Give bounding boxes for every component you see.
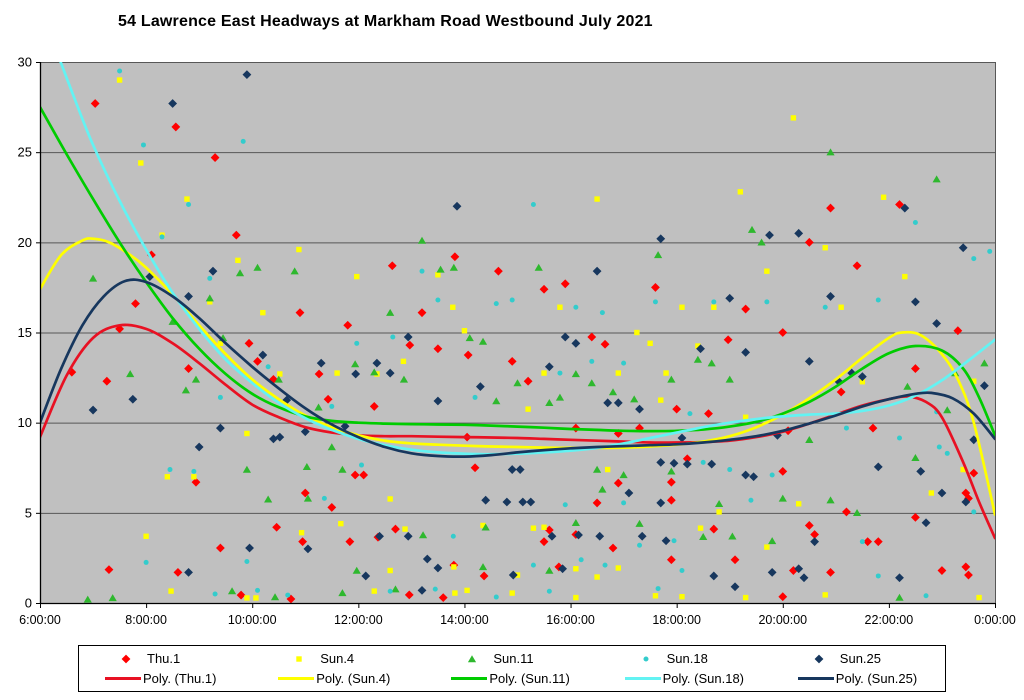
legend-label: Sun.11 <box>493 651 534 666</box>
y-axis-tick-label: 10 <box>18 415 32 430</box>
y-axis-tick-label: 20 <box>18 235 32 250</box>
legend-item-Poly. (Sun.18): Poly. (Sun.18) <box>599 671 772 686</box>
legend-item-Poly. (Thu.1): Poly. (Thu.1) <box>79 671 252 686</box>
legend-label: Poly. (Thu.1) <box>143 671 217 686</box>
trendlines <box>40 62 995 540</box>
series-Sun.11 <box>83 148 989 603</box>
y-axis-tick-label: 15 <box>18 325 32 340</box>
x-axis-tick-label: 6:00:00 <box>19 613 61 627</box>
legend-item-Poly. (Sun.4): Poly. (Sun.4) <box>252 671 425 686</box>
gridlines: 0 5 10 15 20 25 30 <box>18 55 995 611</box>
x-axis: 6:00:00 8:00:00 10:00:00 12:00:00 14:00:00 16… <box>19 603 1016 627</box>
legend-line-swatch <box>278 677 315 680</box>
x-axis-tick-label: 20:00:00 <box>758 613 807 627</box>
legend: Thu.1 Sun.4 Sun.11 Sun.18 Sun.25 Poly. (Thu.… <box>78 645 946 692</box>
legend-label: Sun.18 <box>666 651 708 666</box>
legend-line-swatch <box>797 677 834 680</box>
legend-item-Sun.11: Sun.11 <box>425 651 598 666</box>
legend-row-markers: Thu.1 Sun.4 Sun.11 Sun.18 Sun.25 <box>79 651 945 666</box>
x-axis-tick-label: 10:00:00 <box>228 613 277 627</box>
x-axis-tick-label: 14:00:00 <box>440 613 489 627</box>
legend-label: Poly. (Sun.4) <box>316 671 391 686</box>
x-axis-tick-label: 0:00:00 <box>974 613 1016 627</box>
x-axis-tick-label: 16:00:00 <box>546 613 595 627</box>
y-axis-tick-label: 30 <box>18 55 32 70</box>
legend-marker-diamond-icon <box>121 654 131 663</box>
legend-item-Sun.25: Sun.25 <box>772 651 945 666</box>
legend-line-swatch <box>105 677 141 680</box>
legend-label: Sun.25 <box>839 651 881 666</box>
x-axis-tick-label: 18:00:00 <box>652 613 701 627</box>
legend-label: Sun.4 <box>320 651 355 666</box>
trendline-Poly. (Sun.25) <box>40 278 995 458</box>
chart-title: 54 Lawrence East Headways at Markham Roa… <box>118 13 653 30</box>
series-Sun.4 <box>116 77 982 601</box>
x-axis-tick-label: 8:00:00 <box>125 613 167 627</box>
y-axis-tick-label: 25 <box>18 145 32 160</box>
legend-marker-diamond-icon <box>814 654 824 663</box>
legend-item-Thu.1: Thu.1 <box>79 651 252 666</box>
legend-item-Sun.18: Sun.18 <box>599 651 772 666</box>
trendline-Poly. (Sun.11) <box>40 105 995 437</box>
legend-label: Thu.1 <box>147 651 181 666</box>
plot-area: 0 5 10 15 20 25 30 6:00:00 8:00:00 10:00:00 12:00:… <box>18 55 1016 628</box>
trendline-Poly. (Sun.4) <box>40 237 995 516</box>
legend-item-Poly. (Sun.11): Poly. (Sun.11) <box>425 671 598 686</box>
x-axis-tick-label: 22:00:00 <box>865 613 914 627</box>
legend-item-Sun.4: Sun.4 <box>252 651 425 666</box>
x-axis-tick-label: 12:00:00 <box>334 613 383 627</box>
legend-marker-circle-icon <box>643 655 649 662</box>
legend-line-swatch <box>624 677 661 680</box>
legend-label: Poly. (Sun.25) <box>835 671 918 686</box>
legend-item-Poly. (Sun.25): Poly. (Sun.25) <box>772 671 945 686</box>
legend-marker-square-icon <box>296 655 302 662</box>
legend-marker-triangle-icon <box>468 654 477 662</box>
series-Sun.18 <box>117 68 993 600</box>
y-axis-tick-label: 5 <box>25 505 32 520</box>
legend-line-swatch <box>451 677 488 680</box>
legend-label: Poly. (Sun.11) <box>489 671 570 686</box>
legend-label: Poly. (Sun.18) <box>662 671 745 686</box>
y-axis-tick-label: 0 <box>25 596 32 611</box>
legend-row-trendlines: Poly. (Thu.1) Poly. (Sun.4) Poly. (Sun.11)… <box>79 671 945 686</box>
